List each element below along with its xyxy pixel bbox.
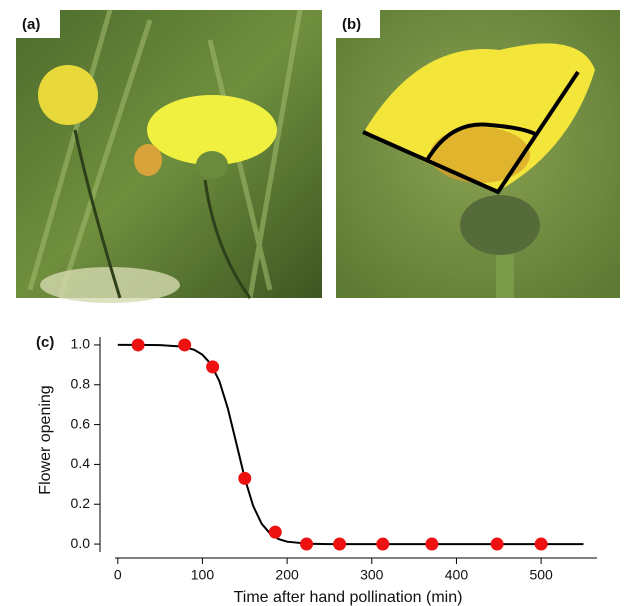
y-tick-label: 0.0 [71,535,91,551]
x-axis-label: Time after hand pollination (min) [234,589,463,606]
data-point [425,538,438,551]
photo-b: (b) [336,10,620,298]
data-point [491,538,504,551]
data-point [132,338,145,351]
x-tick-label: 300 [360,567,384,583]
data-point [535,538,548,551]
data-point [238,472,251,485]
panel-label: (c) [36,334,54,351]
photo-a: (a) [16,10,322,303]
panel-label: (a) [22,16,40,33]
y-axis-label: Flower opening [37,385,54,494]
y-tick-label: 0.6 [71,415,91,431]
data-point [300,538,313,551]
x-tick-label: 200 [275,567,299,583]
panel-label: (b) [342,16,361,33]
data-point [376,538,389,551]
figure: (a) (b) (c) Time after hand pollination … [0,0,632,606]
data-point [333,538,346,551]
x-tick-label: 400 [445,567,469,583]
data-point [206,360,219,373]
y-tick-label: 0.8 [71,375,91,391]
y-tick-label: 0.4 [71,455,91,471]
y-tick-label: 0.2 [71,495,91,511]
y-tick-label: 1.0 [71,336,91,352]
data-point [178,338,191,351]
data-point [269,526,282,539]
x-tick-label: 0 [114,567,122,583]
fit-curve [118,345,584,544]
x-tick-label: 500 [529,567,553,583]
x-tick-label: 100 [191,567,215,583]
